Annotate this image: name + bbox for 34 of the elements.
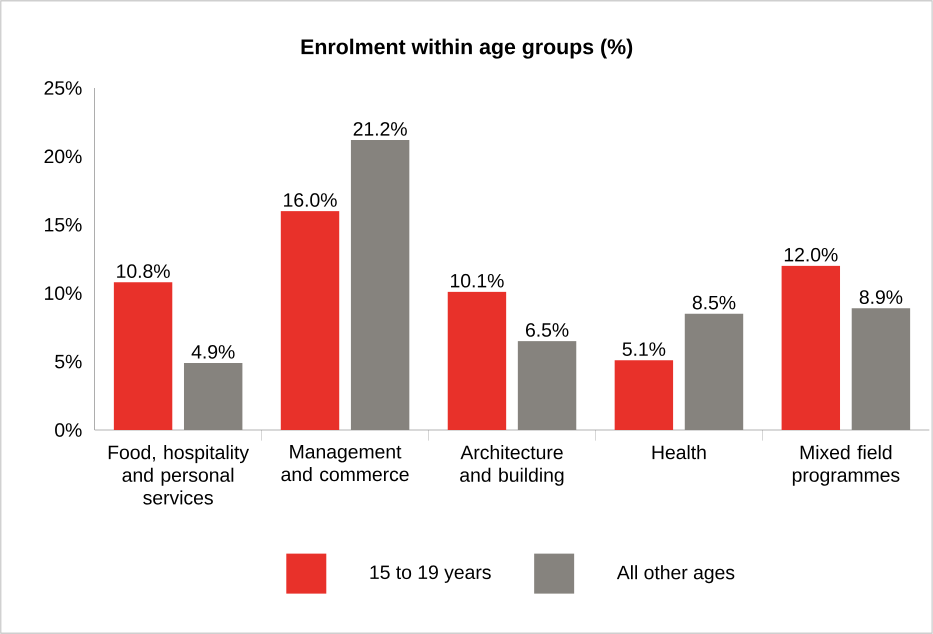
data-label: 10.8% <box>117 264 170 278</box>
data-label: 8.9% <box>860 290 902 304</box>
bar <box>684 314 744 430</box>
bar <box>280 211 340 430</box>
y-tick-label: 25% <box>44 81 82 95</box>
bar <box>782 266 840 430</box>
data-label: 21.2% <box>354 122 407 136</box>
y-tick-label: 0% <box>55 423 82 437</box>
y-tick-label: 5% <box>55 354 82 368</box>
bar <box>852 308 910 430</box>
legend-label: 15 to 19 years <box>370 565 491 583</box>
data-label: 6.5% <box>526 323 568 337</box>
x-tick-label: Architecture and building <box>460 445 564 486</box>
bar <box>614 360 674 430</box>
x-tick-label: Management and commerce <box>281 445 409 482</box>
data-label: 12.0% <box>784 248 838 262</box>
x-tick-label: Health <box>652 445 706 460</box>
x-tick-label: Mixed field programmes <box>792 445 900 486</box>
legend-label: All other ages <box>616 565 734 584</box>
y-tick-label: 15% <box>45 218 82 232</box>
data-label: 4.9% <box>192 344 235 359</box>
y-tick-label: 10% <box>45 286 82 300</box>
data-label: 8.5% <box>692 296 736 310</box>
y-tick-label: 20% <box>44 150 82 164</box>
bar <box>184 362 242 430</box>
bar <box>518 341 576 430</box>
x-tick-label: Food, hospitality and personal services <box>108 445 250 505</box>
bar <box>114 282 172 430</box>
data-label: 10.1% <box>451 274 504 288</box>
data-label: 5.1% <box>622 342 666 356</box>
data-label: 16.0% <box>284 193 337 207</box>
chart-title: Enrolment within age groups (%) <box>302 38 632 59</box>
bar <box>350 140 410 430</box>
bar <box>448 292 506 430</box>
